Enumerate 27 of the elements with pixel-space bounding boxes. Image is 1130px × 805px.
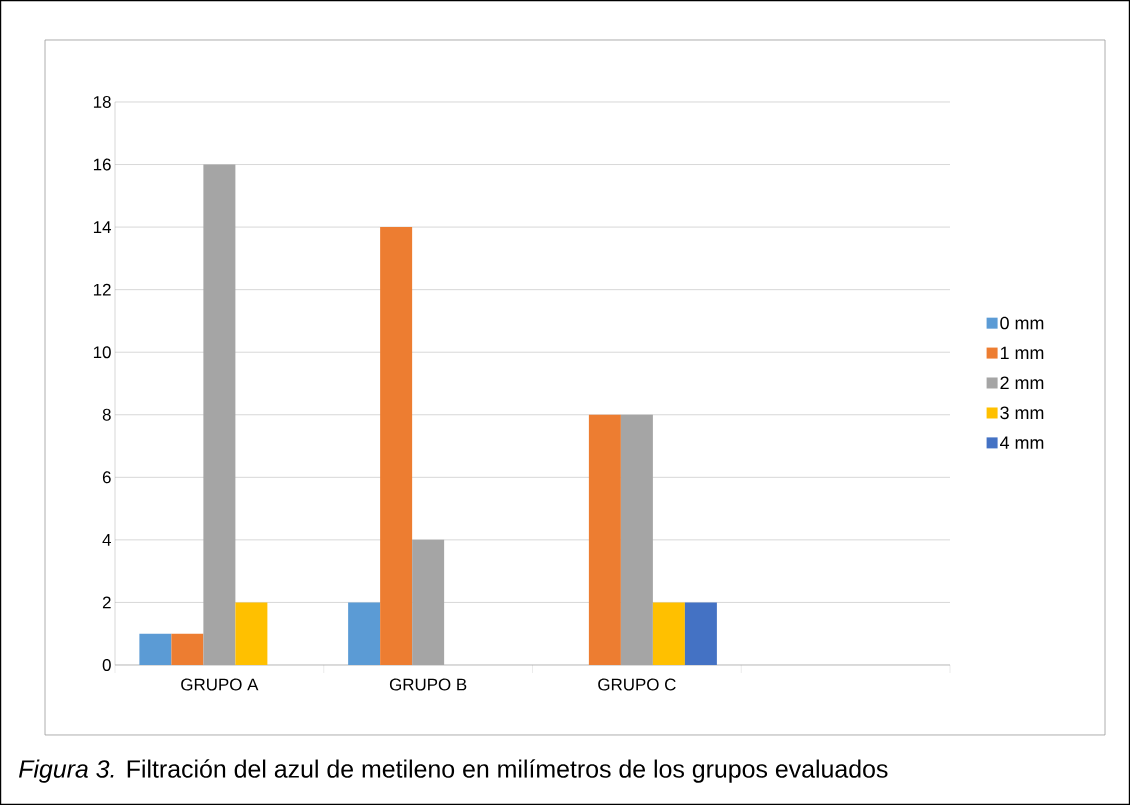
y-tick-label: 6 (102, 471, 111, 484)
x-tick-label: GRUPO C (598, 678, 676, 691)
bar (588, 414, 621, 665)
legend-label: 3 mm (1000, 406, 1044, 420)
bar (235, 602, 268, 665)
bar (348, 602, 381, 665)
y-tick-label: 14 (93, 221, 111, 233)
y-tick-label: 12 (93, 283, 111, 296)
y-tick-label: 8 (102, 408, 111, 421)
y-tick-label: 0 (102, 658, 111, 671)
bar (380, 227, 413, 665)
bar (652, 602, 685, 665)
legend-label: 1 mm (1000, 346, 1044, 359)
y-tick-label: 10 (93, 346, 111, 359)
y-tick-label: 2 (102, 596, 111, 609)
y-tick-label: 4 (102, 534, 111, 546)
y-tick-label: 16 (93, 158, 111, 171)
bar (684, 602, 717, 665)
legend-label: 2 mm (1000, 376, 1044, 389)
x-tick-label: GRUPO A (181, 678, 259, 691)
x-tick-label: GRUPO B (389, 678, 467, 691)
bar (171, 633, 204, 665)
bar (139, 633, 172, 665)
legend-label: 0 mm (1000, 316, 1044, 330)
text: Figura 3. Filtración del azul de metileno en milímetros de los grupos evaluados (18, 759, 888, 783)
y-tick-label: 18 (93, 95, 111, 108)
legend-label: 4 mm (999, 436, 1044, 449)
